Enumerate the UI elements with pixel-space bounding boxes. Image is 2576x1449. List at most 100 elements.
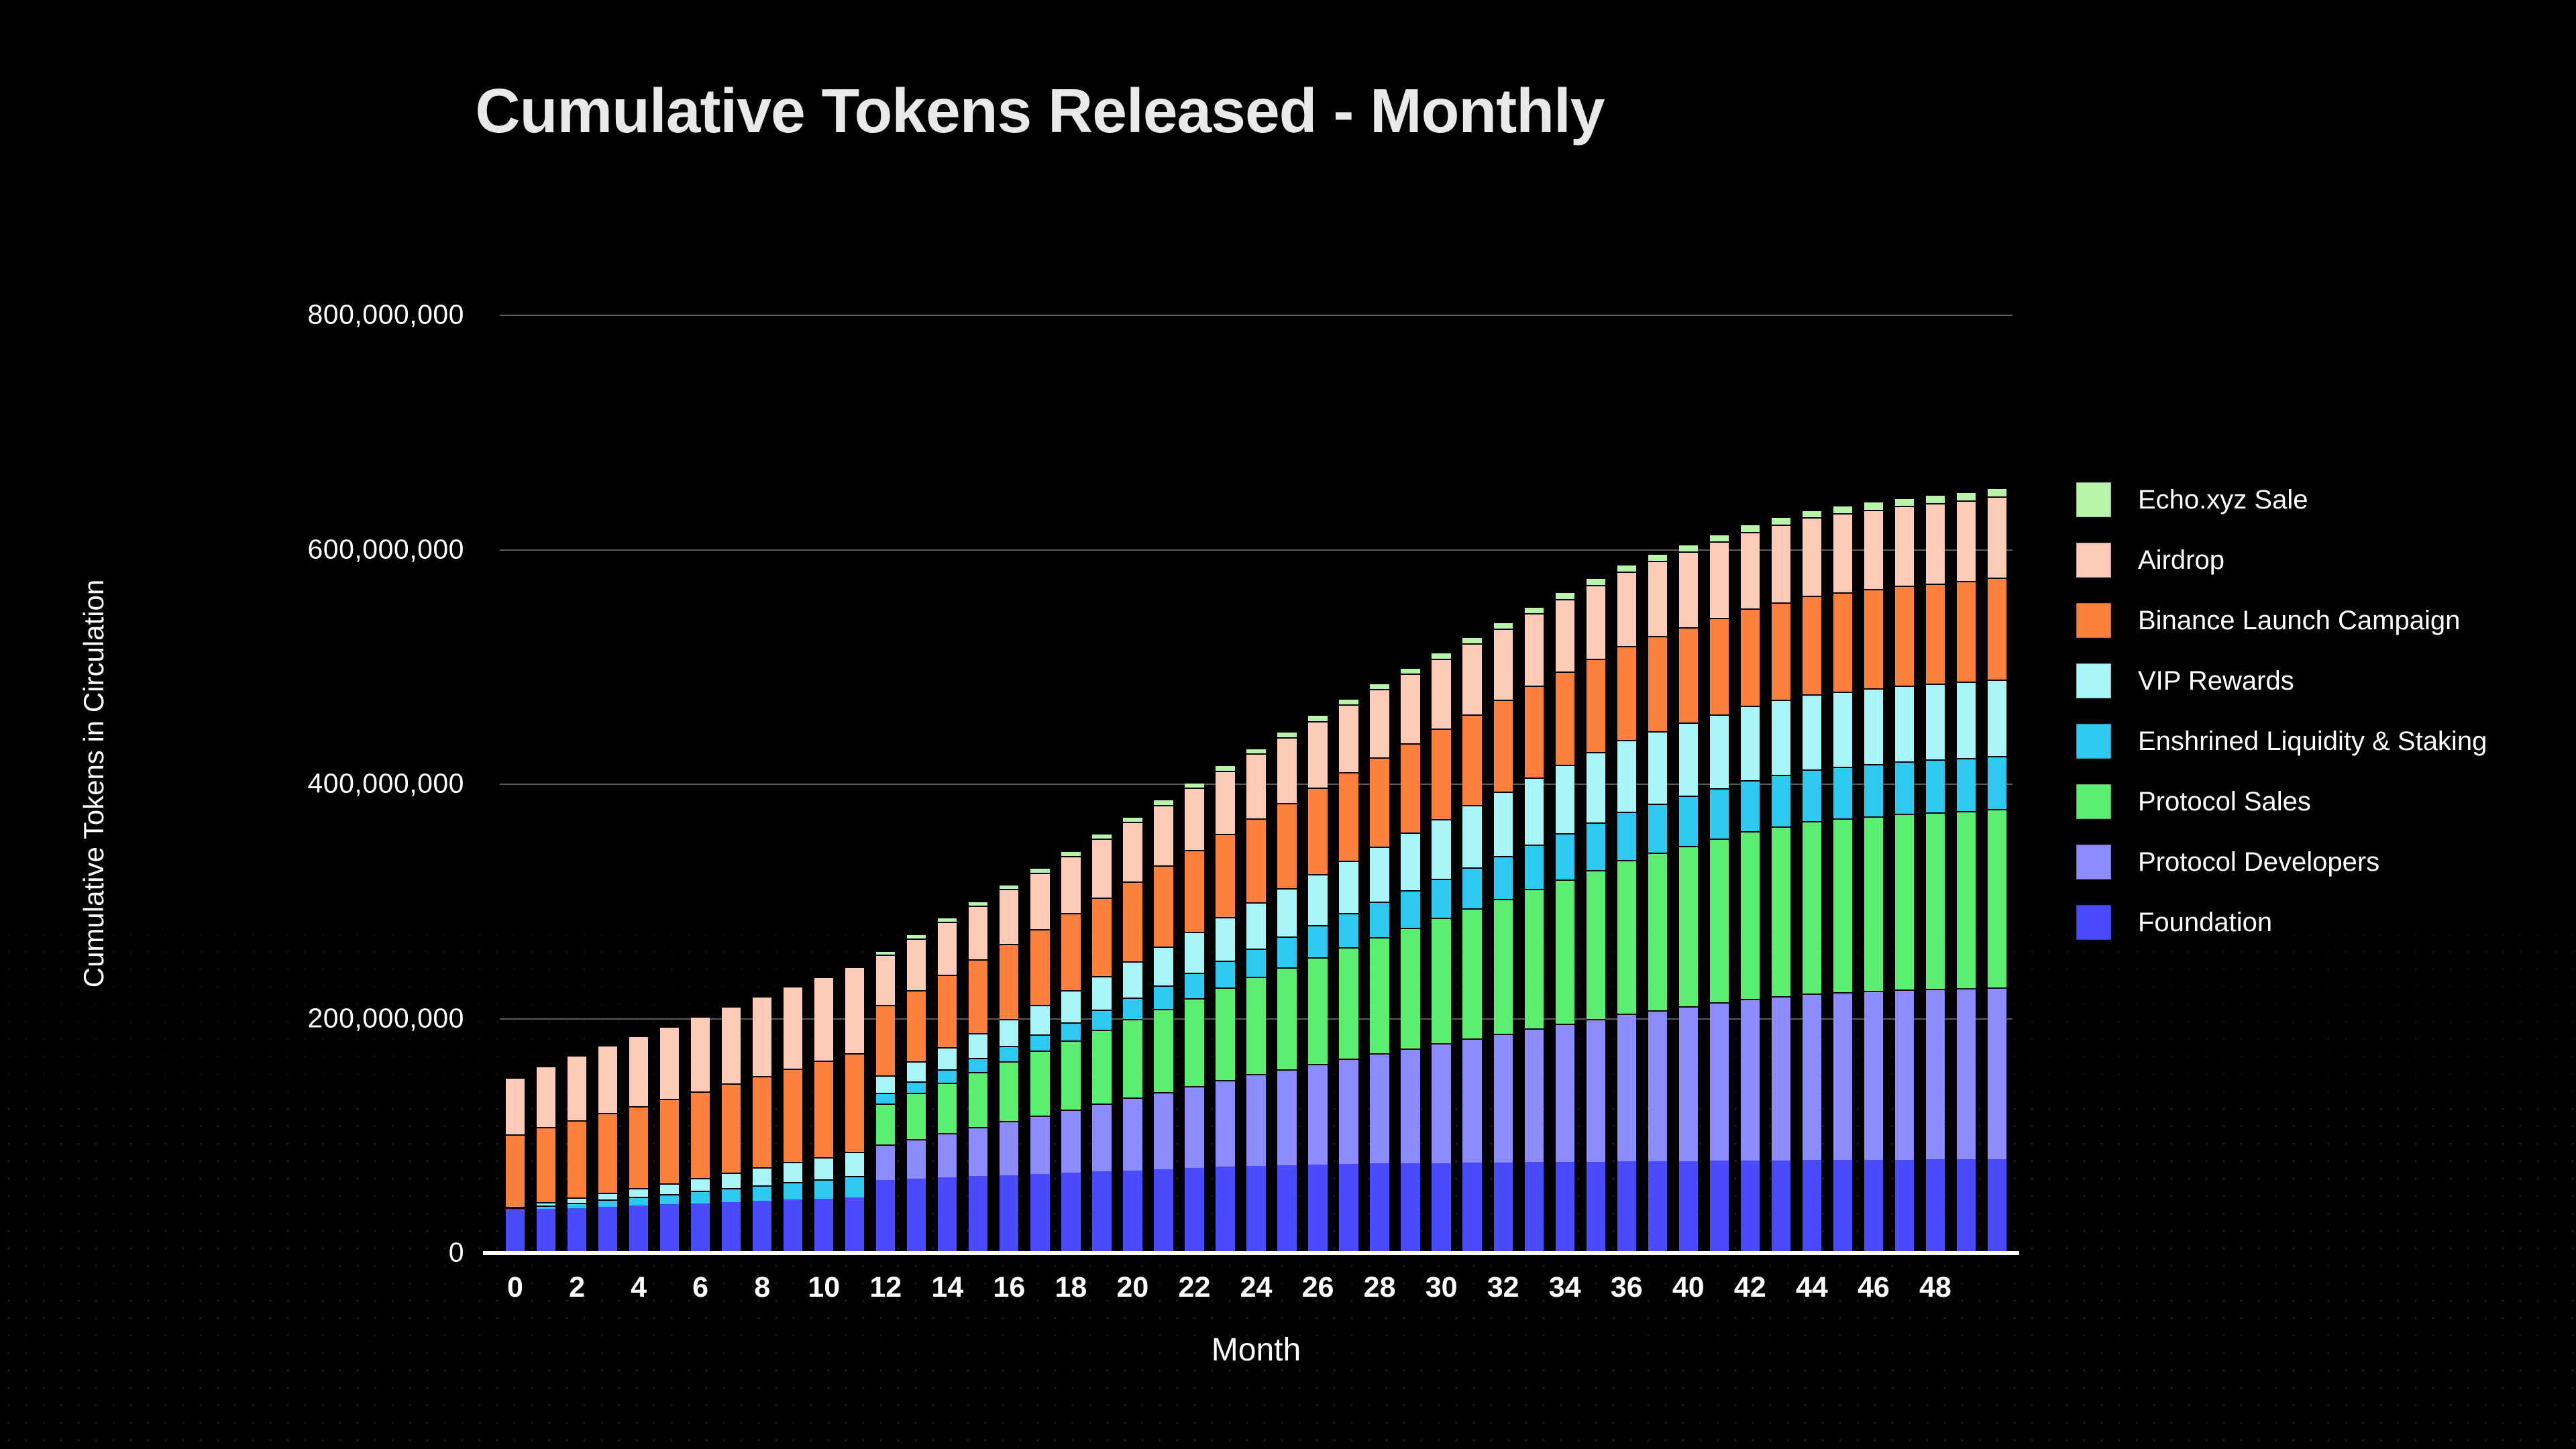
bar-month-42[interactable] (1802, 509, 1821, 1252)
bar-segment (1339, 860, 1358, 914)
bar-month-35[interactable] (1586, 578, 1605, 1252)
bar-month-41[interactable] (1771, 516, 1790, 1252)
bar-segment (505, 1208, 525, 1211)
bar-month-43[interactable] (1833, 505, 1853, 1252)
bar-month-2[interactable] (567, 1055, 587, 1252)
bar-segment (1154, 985, 1173, 1009)
bar-month-39[interactable] (1709, 533, 1729, 1252)
bar-month-46[interactable] (1925, 494, 1945, 1252)
bar-month-22[interactable] (1185, 782, 1204, 1252)
bar-segment (1771, 996, 1790, 1161)
bar-segment (969, 1033, 988, 1058)
bar-month-9[interactable] (784, 986, 803, 1252)
bar-month-31[interactable] (1462, 637, 1482, 1252)
bar-month-13[interactable] (907, 933, 926, 1252)
bar-segment (659, 1204, 680, 1252)
bar-segment (1925, 989, 1945, 1160)
bar-segment (1648, 731, 1667, 804)
legend-item[interactable]: Airdrop (2076, 530, 2487, 590)
bar-segment (1123, 961, 1142, 998)
bar-month-34[interactable] (1555, 592, 1574, 1252)
bar-month-21[interactable] (1154, 799, 1173, 1252)
bar-segment (1833, 1159, 1853, 1252)
bar-segment (1277, 731, 1297, 738)
bar-segment (1462, 867, 1482, 908)
legend-item[interactable]: Foundation (2076, 892, 2487, 953)
bar-segment (1617, 1014, 1636, 1162)
bar-month-45[interactable] (1894, 497, 1915, 1252)
bar-segment (1061, 913, 1081, 991)
bar-month-23[interactable] (1216, 765, 1235, 1252)
bar-month-0[interactable] (505, 1077, 525, 1252)
bar-month-16[interactable] (1000, 884, 1019, 1252)
bar-month-36[interactable] (1617, 564, 1636, 1252)
bar-month-25[interactable] (1277, 731, 1297, 1252)
bar-segment (1216, 834, 1235, 918)
bar-month-48[interactable] (1987, 488, 2007, 1252)
bar-month-8[interactable] (753, 996, 772, 1252)
legend-item[interactable]: Protocol Sales (2076, 771, 2487, 832)
bar-month-1[interactable] (536, 1066, 556, 1252)
bar-month-27[interactable] (1339, 698, 1358, 1252)
bar-month-12[interactable] (876, 950, 896, 1252)
bar-month-7[interactable] (722, 1006, 741, 1252)
bar-month-38[interactable] (1678, 543, 1698, 1252)
legend-item[interactable]: VIP Rewards (2076, 651, 2487, 711)
bar-segment (1401, 667, 1420, 674)
bar-month-32[interactable] (1493, 621, 1513, 1252)
bar-month-24[interactable] (1246, 747, 1266, 1252)
bar-month-44[interactable] (1864, 501, 1884, 1252)
bar-month-30[interactable] (1432, 652, 1451, 1252)
legend-item[interactable]: Enshrined Liquidity & Staking (2076, 711, 2487, 771)
bar-segment (1771, 524, 1790, 602)
bar-segment (1432, 658, 1451, 729)
bar-segment (1030, 928, 1050, 1006)
bar-segment (722, 1173, 741, 1188)
bar-segment (1586, 584, 1605, 659)
bar-month-5[interactable] (659, 1026, 680, 1252)
bar-segment (1987, 987, 2007, 1160)
bar-segment (1277, 888, 1297, 937)
bar-month-28[interactable] (1370, 682, 1389, 1252)
bar-segment (1617, 564, 1636, 572)
bar-segment (1432, 1043, 1451, 1163)
bar-segment (938, 922, 957, 975)
x-tick-label: 30 (1425, 1271, 1458, 1303)
bar-month-29[interactable] (1401, 667, 1420, 1252)
bar-month-11[interactable] (845, 966, 865, 1252)
bar-month-14[interactable] (938, 917, 957, 1252)
bar-month-15[interactable] (969, 900, 988, 1252)
bar-segment (1925, 812, 1945, 989)
bar-segment (1216, 917, 1235, 961)
bar-segment (1154, 804, 1173, 866)
bar-month-40[interactable] (1740, 523, 1760, 1252)
bar-month-26[interactable] (1308, 714, 1328, 1252)
bar-segment (876, 1144, 896, 1180)
bar-segment (969, 900, 988, 906)
legend-swatch (2076, 543, 2111, 578)
bar-month-3[interactable] (598, 1044, 618, 1252)
bar-segment (876, 1075, 896, 1093)
bar-segment (567, 1208, 587, 1252)
bar-month-19[interactable] (1092, 833, 1112, 1252)
bar-month-10[interactable] (814, 976, 834, 1252)
legend-item[interactable]: Protocol Developers (2076, 832, 2487, 892)
bar-segment (969, 1057, 988, 1072)
bar-segment (1370, 936, 1389, 1053)
bar-segment (722, 1083, 741, 1173)
bar-segment (845, 1151, 865, 1177)
bar-month-6[interactable] (690, 1016, 710, 1252)
bar-segment (1771, 516, 1790, 525)
bar-month-37[interactable] (1648, 553, 1667, 1252)
bar-month-20[interactable] (1123, 816, 1142, 1252)
bar-month-17[interactable] (1030, 867, 1050, 1252)
bar-month-4[interactable] (629, 1035, 649, 1252)
bar-segment (1092, 833, 1112, 839)
bar-segment (1061, 1022, 1081, 1040)
bar-month-47[interactable] (1956, 491, 1976, 1252)
legend-item[interactable]: Binance Launch Campaign (2076, 590, 2487, 651)
bar-segment (1678, 845, 1698, 1007)
bar-month-33[interactable] (1524, 606, 1544, 1252)
bar-month-18[interactable] (1061, 850, 1081, 1252)
legend-item[interactable]: Echo.xyz Sale (2076, 470, 2487, 530)
